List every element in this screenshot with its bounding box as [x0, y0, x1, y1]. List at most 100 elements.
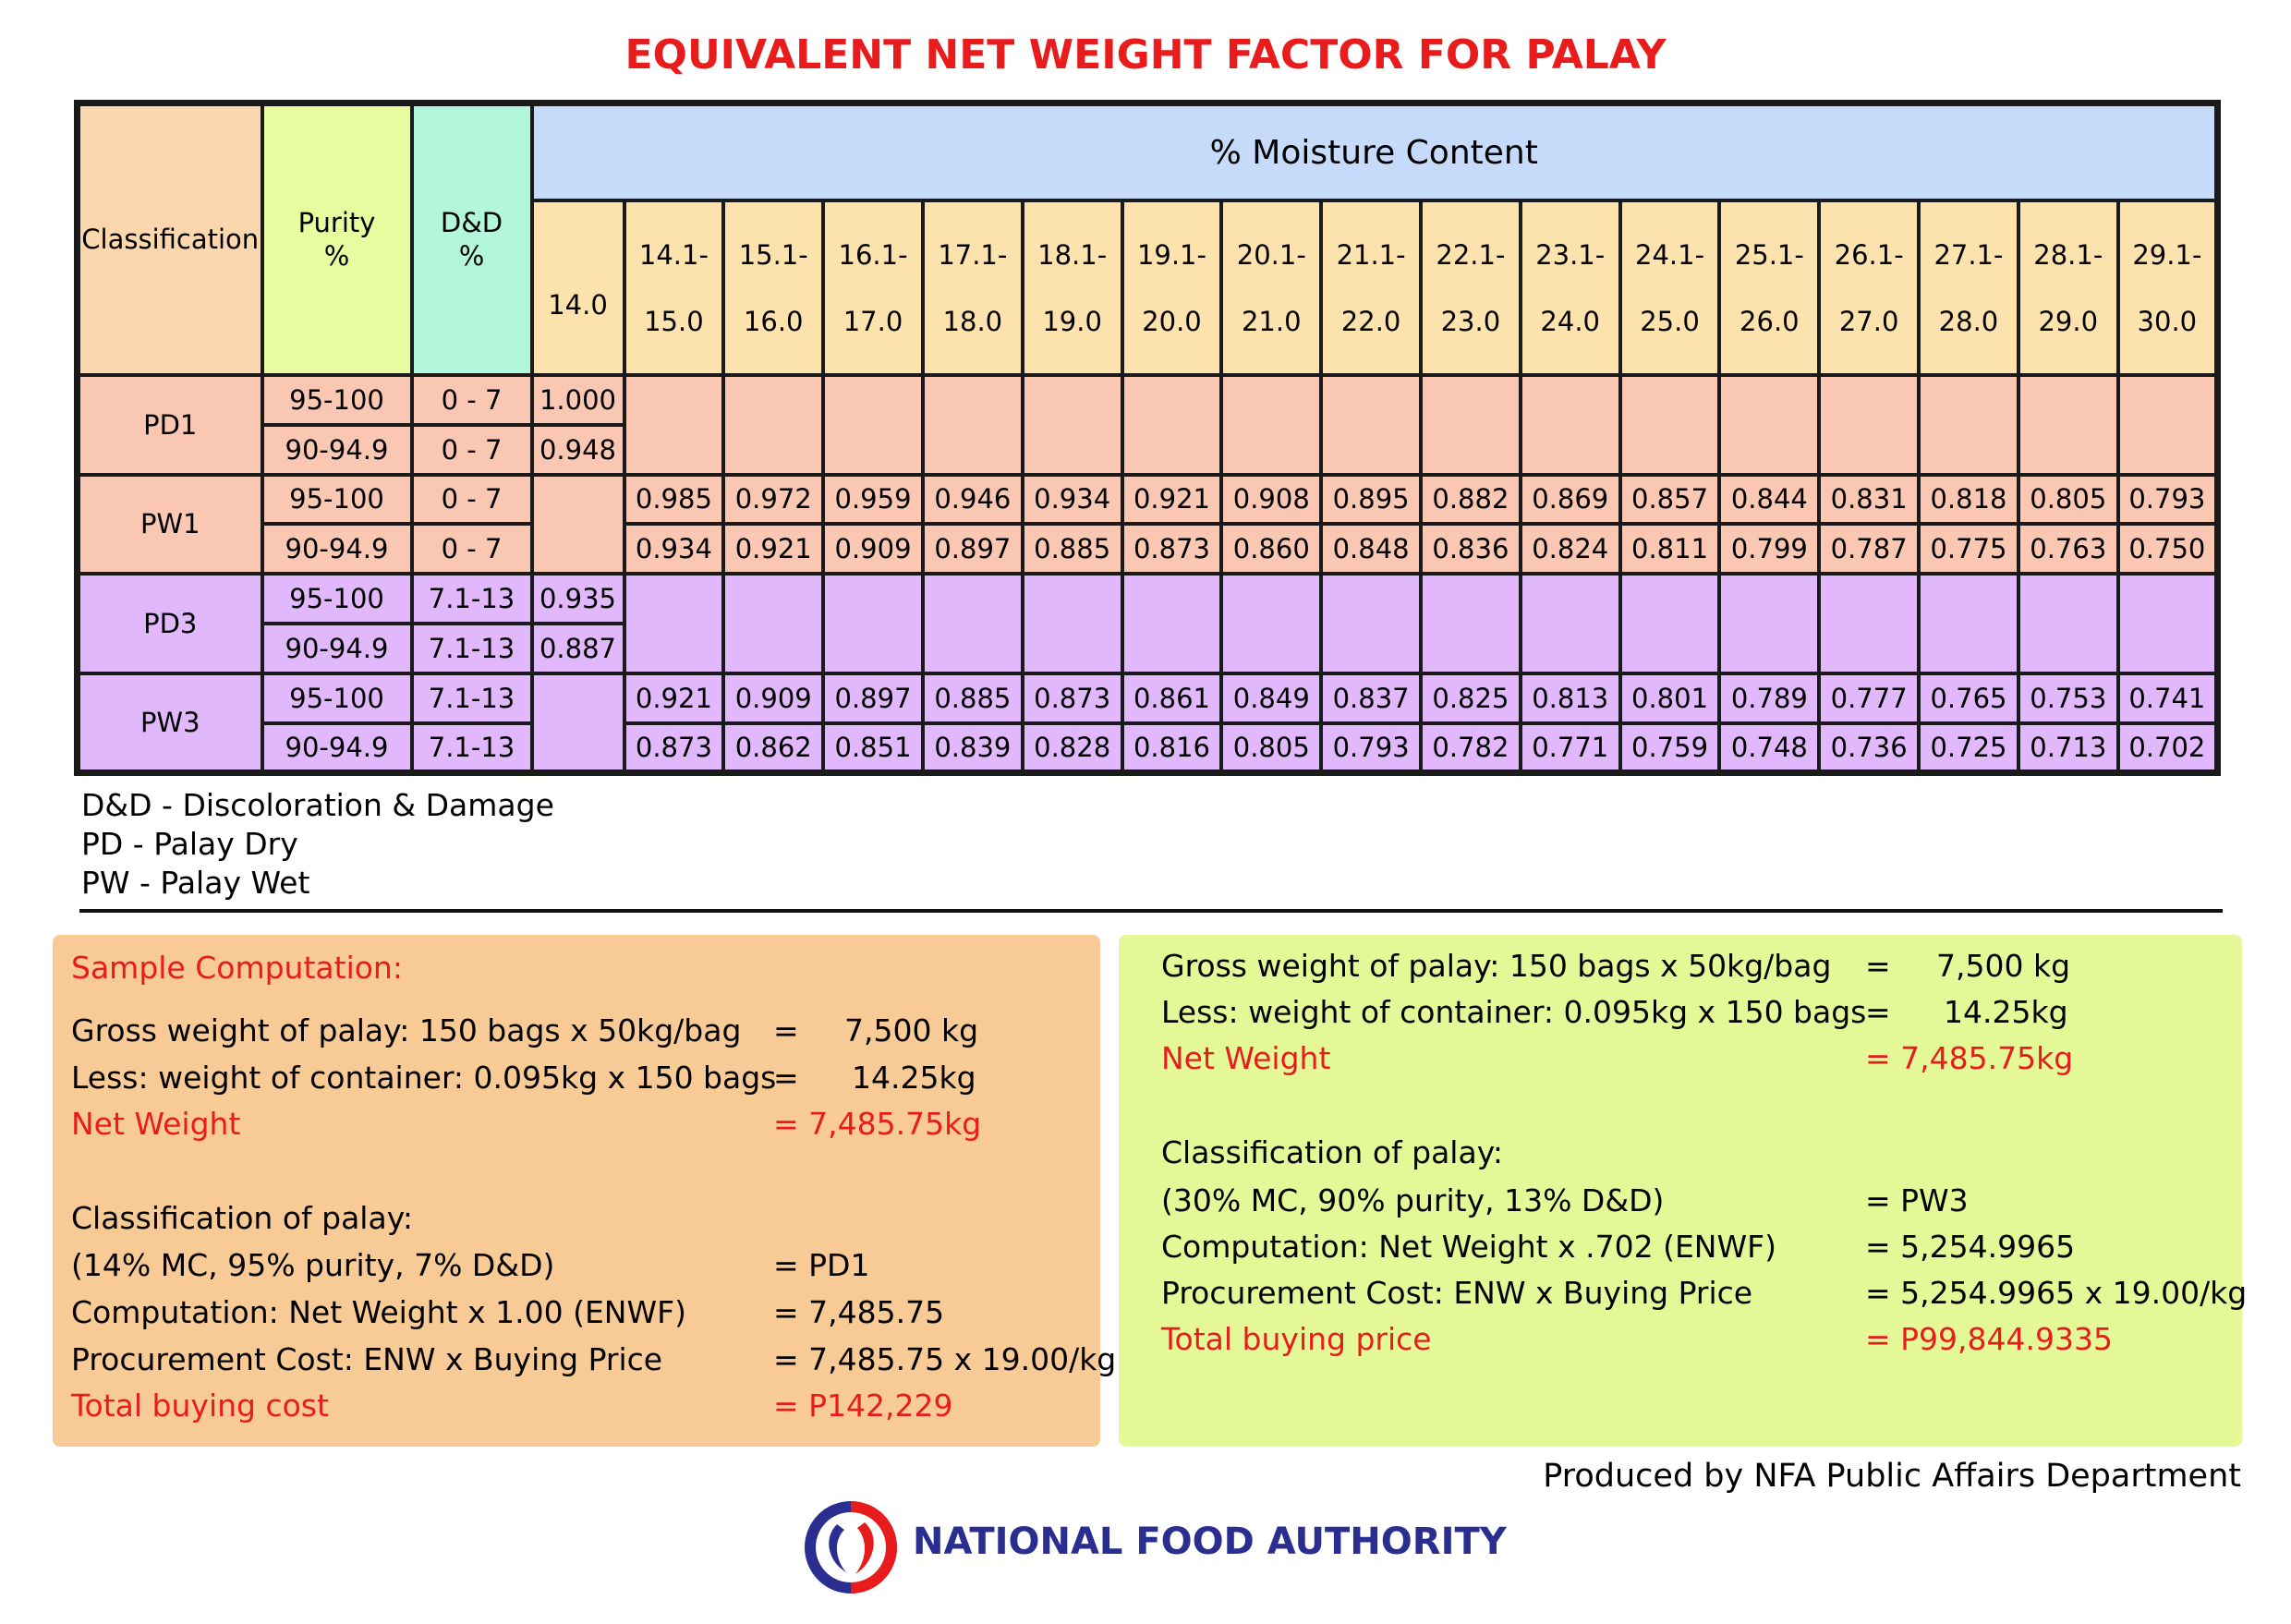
factor-cell: 0.787	[1817, 522, 1921, 576]
header-mc-range-from: 28.1-	[2033, 238, 2103, 271]
sample-computation-right: Gross weight of palay: 150 bags x 50kg/b…	[1119, 935, 2247, 1447]
factor-cell: 0.860	[1219, 522, 1324, 576]
left-class-detail: (14% MC, 95% purity, 7% D&D)	[71, 1247, 555, 1283]
header-purity-line1: Purity	[297, 207, 376, 239]
purity-cell: 90-94.9	[260, 721, 414, 775]
factor-cell: 0.777	[1817, 671, 1921, 725]
dd-cell: 0 - 7	[409, 522, 534, 576]
factor-cell	[920, 372, 1024, 477]
dd-cell: 7.1-13	[409, 572, 534, 626]
left-proc-value: = 7,485.75 x 19.00/kg	[773, 1341, 1117, 1377]
right-less-eq: =	[1865, 994, 1891, 1030]
table-row: PD3 95-100 7.1-13 0.935	[75, 572, 2220, 675]
factor-cell: 0.861	[1120, 671, 1224, 725]
purity-cell: 95-100	[260, 472, 414, 527]
factor-cell	[2016, 572, 2120, 675]
factor-cell: 0.873	[622, 721, 726, 775]
left-comp-label: Computation: Net Weight x 1.00 (ENWF)	[71, 1294, 686, 1330]
factor-cell	[2016, 372, 2120, 477]
header-mc-range: 14.1- 15.0	[622, 199, 726, 377]
legend: D&D - Discoloration & Damage PD - Palay …	[81, 786, 554, 903]
factor-cell: 0.805	[2016, 472, 2120, 527]
header-mc-range: 24.1- 25.0	[1618, 199, 1722, 377]
factor-cell: 0.793	[2115, 472, 2220, 527]
factor-cell: 0.851	[821, 721, 925, 775]
factor-cell: 0.873	[1120, 522, 1224, 576]
header-mc-range: 22.1- 23.0	[1419, 199, 1522, 377]
credit-line: Produced by NFA Public Affairs Departmen…	[1543, 1458, 2241, 1495]
right-less-label: Less: weight of container: 0.095kg x 150…	[1161, 994, 1867, 1030]
header-mc-range-from: 14.1-	[638, 238, 709, 271]
purity-cell: 95-100	[260, 372, 414, 427]
factor-cell	[821, 372, 925, 477]
header-mc-range: 26.1- 27.0	[1817, 199, 1921, 377]
factor-cell: 0.748	[1717, 721, 1822, 775]
dd-cell: 7.1-13	[409, 622, 534, 675]
factor-cell: 0.869	[1518, 472, 1622, 527]
header-mc-range: 16.1- 17.0	[821, 199, 925, 377]
factor-cell: 0.825	[1419, 671, 1522, 725]
factor-cell	[1419, 572, 1522, 675]
factor-cell	[1717, 372, 1822, 477]
mc-14-cell: 0.948	[529, 422, 626, 477]
legend-pw: PW - Palay Wet	[81, 865, 310, 901]
factor-cell: 0.736	[1817, 721, 1921, 775]
header-mc-range-to: 17.0	[842, 305, 903, 337]
classification-cell: PD3	[75, 572, 264, 675]
header-mc-range-from: 20.1-	[1236, 238, 1306, 271]
right-proc-value: = 5,254.9965 x 19.00/kg	[1865, 1275, 2248, 1311]
header-mc-range-to: 20.0	[1142, 305, 1202, 337]
factor-cell	[1020, 572, 1124, 675]
header-mc-range-to: 18.0	[942, 305, 1003, 337]
right-total-value: = P99,844.9335	[1865, 1321, 2113, 1357]
factor-cell: 0.849	[1219, 671, 1324, 725]
right-proc-label: Procurement Cost: ENW x Buying Price	[1161, 1275, 1753, 1311]
header-mc-range-from: 22.1-	[1436, 238, 1506, 271]
right-comp-value: = 5,254.9965	[1865, 1229, 2076, 1265]
left-gross-eq: =	[773, 1012, 799, 1048]
header-mc-range-to: 24.0	[1540, 305, 1600, 337]
enwf-table: Classification Purity % D&D % % Moisture…	[74, 100, 2221, 776]
factor-cell	[721, 372, 826, 477]
header-mc-range-to: 23.0	[1440, 305, 1501, 337]
dd-cell: 0 - 7	[409, 422, 534, 477]
factor-cell	[1120, 372, 1224, 477]
factor-cell: 0.985	[622, 472, 726, 527]
header-mc-range: 17.1- 18.0	[920, 199, 1024, 377]
factor-cell	[1419, 372, 1522, 477]
factor-cell	[2115, 572, 2220, 675]
left-gross-value: 7,500 kg	[844, 1012, 979, 1048]
factor-cell: 0.753	[2016, 671, 2120, 725]
nfa-logo-icon	[805, 1501, 897, 1594]
factor-cell: 0.909	[821, 522, 925, 576]
factor-cell: 0.782	[1419, 721, 1522, 775]
factor-cell: 0.765	[1917, 671, 2020, 725]
factor-cell	[1319, 572, 1423, 675]
right-gross-value: 7,500 kg	[1936, 948, 2071, 984]
header-mc-range-from: 23.1-	[1535, 238, 1606, 271]
factor-cell: 0.805	[1219, 721, 1324, 775]
factor-cell: 0.831	[1817, 472, 1921, 527]
page-title: EQUIVALENT NET WEIGHT FACTOR FOR PALAY	[624, 31, 1667, 79]
factor-cell: 0.836	[1419, 522, 1522, 576]
header-mc-range-from: 21.1-	[1336, 238, 1406, 271]
factor-cell: 0.946	[920, 472, 1024, 527]
factor-cell: 0.921	[1120, 472, 1224, 527]
factor-cell	[821, 572, 925, 675]
header-purity: Purity %	[260, 101, 414, 377]
right-net-label: Net Weight	[1161, 1040, 1331, 1076]
right-total-label: Total buying price	[1161, 1321, 1432, 1357]
dd-cell: 0 - 7	[409, 372, 534, 427]
classification-cell: PD1	[75, 372, 264, 477]
factor-cell	[1817, 572, 1921, 675]
dd-cell: 0 - 7	[409, 472, 534, 527]
mc-14-cell	[529, 671, 626, 775]
header-mc-range-to: 19.0	[1042, 305, 1102, 337]
factor-cell: 0.897	[821, 671, 925, 725]
table-row: 90-94.9 0 - 7 0.934 0.921 0.909 0.897 0.885 0.8…	[77, 522, 2220, 576]
mc-14-cell: 0.935	[529, 572, 626, 626]
factor-cell: 0.837	[1319, 671, 1423, 725]
header-mc-14-label: 14.0	[548, 288, 608, 321]
factor-cell: 0.857	[1618, 472, 1722, 527]
factor-cell: 0.959	[821, 472, 925, 527]
